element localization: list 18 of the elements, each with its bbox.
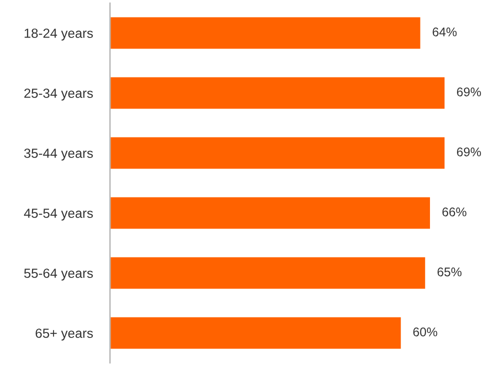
y-tick-label: 18-24 years — [24, 28, 93, 41]
data-label: 65% — [438, 268, 462, 276]
y-tick-label: 65+ years — [36, 328, 93, 341]
bar — [110, 256, 427, 290]
data-label: 66% — [442, 208, 466, 216]
bar — [110, 316, 402, 350]
y-tick-label: 55-64 years — [24, 268, 93, 281]
bar — [110, 196, 432, 230]
y-tick-label: 45-54 years — [24, 208, 93, 221]
bar — [110, 136, 446, 170]
data-label: 64% — [432, 28, 457, 36]
data-label: 60% — [413, 328, 438, 336]
y-tick-label: 25-34 years — [24, 88, 93, 101]
data-label: 69% — [456, 148, 481, 156]
bar — [110, 16, 422, 50]
bar — [110, 76, 446, 110]
y-tick-label: 35-44 years — [24, 148, 93, 161]
data-label: 69% — [456, 88, 481, 96]
